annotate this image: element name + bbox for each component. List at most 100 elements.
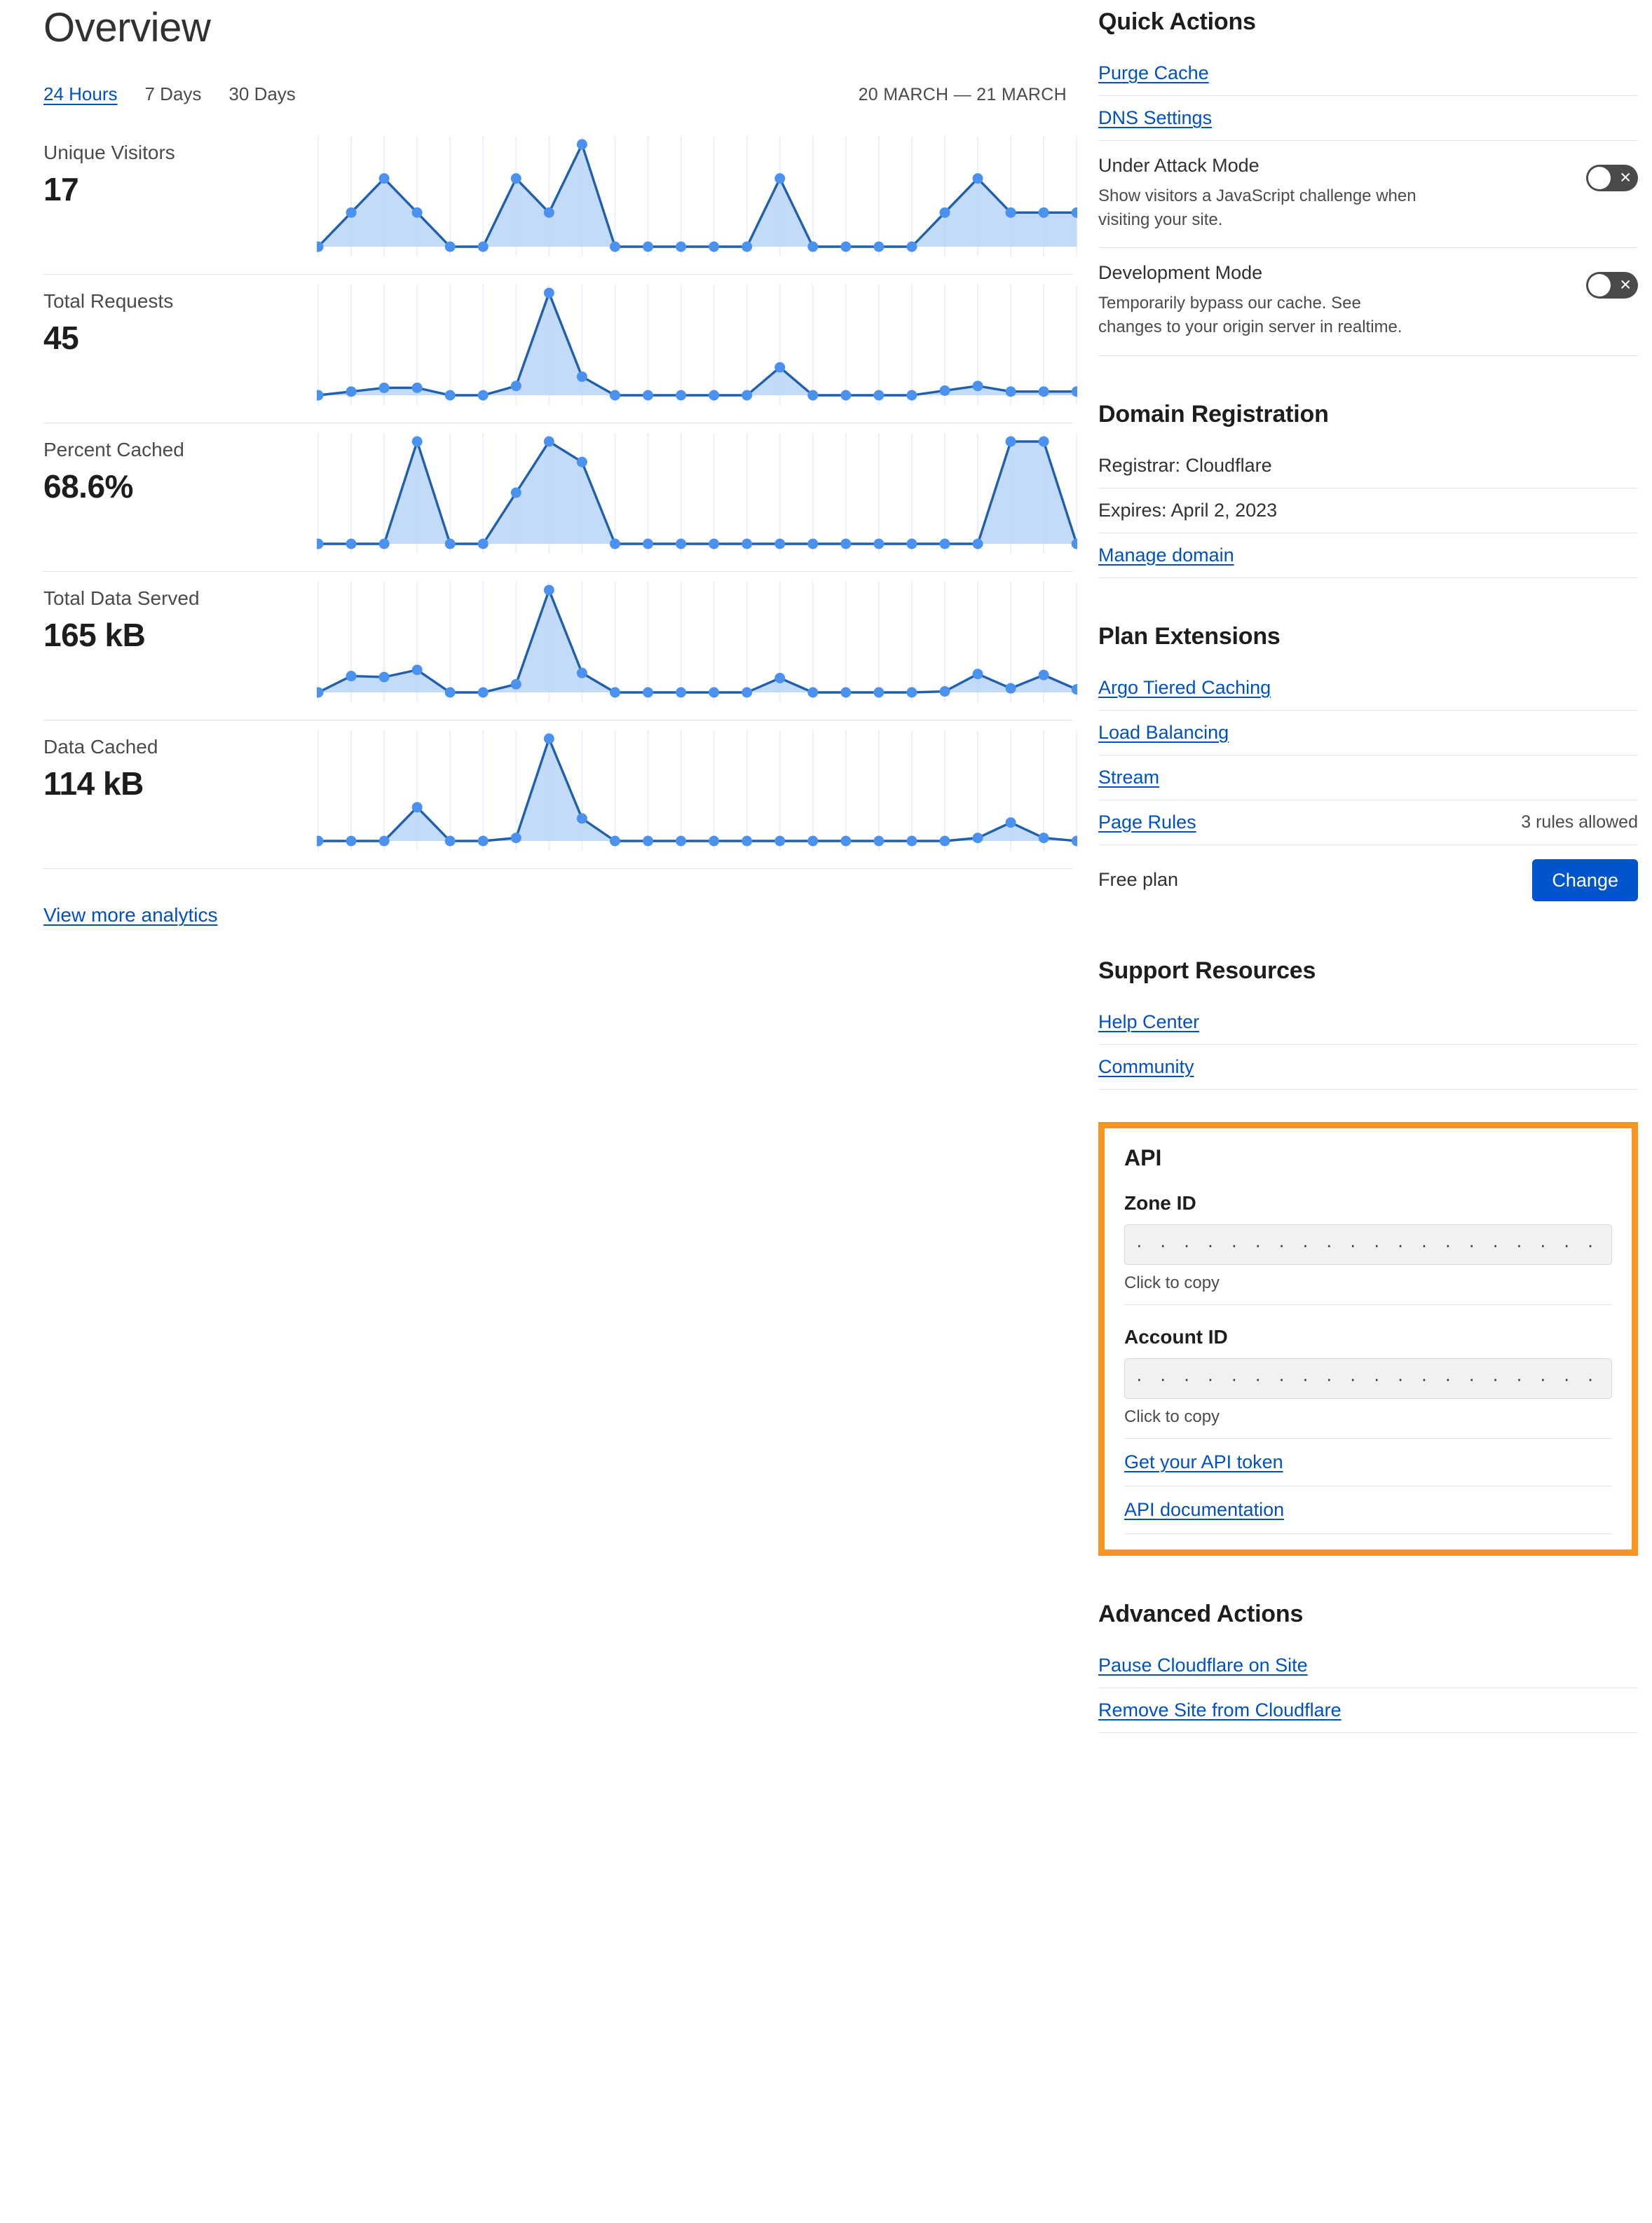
metric-label: Total Requests — [43, 290, 174, 313]
zone-id-label: Zone ID — [1124, 1191, 1196, 1214]
zone-id-value: · · · · · · · · · · · · · · · · · · · · … — [1136, 1233, 1612, 1255]
metric-row-percent-cached: Percent Cached 68.6% — [43, 423, 1077, 573]
under-attack-description: Show visitors a JavaScript challenge whe… — [1098, 186, 1417, 230]
load-balancing-link[interactable]: Load Balancing — [1098, 721, 1229, 743]
overview-page: Overview 24 Hours 7 Days 30 Days 20 MARC… — [0, 0, 1638, 1733]
row-load-balancing[interactable]: Load Balancing — [1098, 711, 1638, 755]
stream-link[interactable]: Stream — [1098, 766, 1160, 788]
view-more-analytics-link[interactable]: View more analytics — [43, 904, 218, 926]
row-get-api-token[interactable]: Get your API token — [1124, 1439, 1612, 1486]
community-link[interactable]: Community — [1098, 1055, 1194, 1077]
row-help-center[interactable]: Help Center — [1098, 1000, 1638, 1045]
development-mode-toggle[interactable]: ✕ — [1586, 272, 1638, 299]
account-id-value: · · · · · · · · · · · · · · · · · · · · … — [1136, 1367, 1612, 1389]
section-advanced-actions: Advanced Actions Pause Cloudflare on Sit… — [1098, 1601, 1638, 1733]
sidebar-column: Quick Actions Purge Cache DNS Settings U… — [1098, 0, 1638, 1733]
remove-site-link[interactable]: Remove Site from Cloudflare — [1098, 1699, 1342, 1721]
metric-value: 165 kB — [43, 617, 146, 654]
support-resources-rows: Help Center Community — [1098, 1000, 1638, 1090]
tab-30-days[interactable]: 30 Days — [228, 83, 296, 104]
row-api-documentation[interactable]: API documentation — [1124, 1486, 1612, 1534]
section-plan-extensions: Plan Extensions Argo Tiered Caching Load… — [1098, 623, 1638, 912]
api-documentation-link[interactable]: API documentation — [1124, 1498, 1285, 1520]
metric-row-data-cached: Data Cached 114 kB — [43, 720, 1077, 870]
row-under-attack-mode: Under Attack Mode Show visitors a JavaSc… — [1098, 141, 1638, 249]
account-id-label: Account ID — [1124, 1325, 1228, 1348]
advanced-actions-title: Advanced Actions — [1098, 1600, 1304, 1627]
development-mode-title: Development Mode — [1098, 262, 1263, 284]
metric-row-unique-visitors: Unique Visitors 17 — [43, 126, 1077, 275]
manage-domain-link[interactable]: Manage domain — [1098, 544, 1234, 566]
metric-label: Unique Visitors — [43, 142, 175, 164]
row-development-mode: Development Mode Temporarily bypass our … — [1098, 248, 1638, 356]
date-range-label: 20 MARCH — 21 MARCH — [858, 84, 1067, 104]
development-mode-description: Temporarily bypass our cache. See change… — [1098, 294, 1402, 337]
metric-row-total-requests: Total Requests 45 — [43, 275, 1077, 424]
support-resources-title: Support Resources — [1098, 957, 1316, 984]
timerange-tabs: 24 Hours 7 Days 30 Days — [43, 83, 296, 105]
tab-24-hours[interactable]: 24 Hours — [43, 83, 118, 104]
metric-info: Unique Visitors 17 — [43, 126, 317, 208]
zone-id-copy-hint: Click to copy — [1124, 1273, 1612, 1305]
row-purge-cache[interactable]: Purge Cache — [1098, 51, 1638, 96]
sparkline-data-cached — [317, 720, 1077, 869]
domain-registration-rows: Registrar: Cloudflare Expires: April 2, … — [1098, 444, 1638, 578]
api-title: API — [1124, 1144, 1162, 1170]
metric-info: Data Cached 114 kB — [43, 720, 317, 802]
zone-id-field[interactable]: · · · · · · · · · · · · · · · · · · · · … — [1124, 1224, 1612, 1265]
row-community[interactable]: Community — [1098, 1045, 1638, 1090]
expires-text: Expires: April 2, 2023 — [1098, 499, 1278, 521]
row-argo-tiered-caching[interactable]: Argo Tiered Caching — [1098, 666, 1638, 711]
row-pause-cloudflare[interactable]: Pause Cloudflare on Site — [1098, 1643, 1638, 1688]
help-center-link[interactable]: Help Center — [1098, 1011, 1200, 1032]
page-rules-link[interactable]: Page Rules — [1098, 811, 1196, 833]
close-icon: ✕ — [1619, 277, 1632, 294]
under-attack-texts: Under Attack Mode Show visitors a JavaSc… — [1098, 153, 1572, 232]
view-more-wrap: View more analytics — [43, 869, 1072, 926]
plan-extensions-rows: Argo Tiered Caching Load Balancing Strea… — [1098, 666, 1638, 912]
metric-info: Total Requests 45 — [43, 275, 317, 357]
api-panel: API Zone ID · · · · · · · · · · · · · · … — [1098, 1121, 1638, 1556]
account-id-field[interactable]: · · · · · · · · · · · · · · · · · · · · … — [1124, 1357, 1612, 1399]
get-api-token-link[interactable]: Get your API token — [1124, 1451, 1283, 1472]
row-manage-domain[interactable]: Manage domain — [1098, 533, 1638, 578]
metric-value: 45 — [43, 320, 79, 357]
domain-registration-title: Domain Registration — [1098, 400, 1329, 427]
section-quick-actions: Quick Actions Purge Cache DNS Settings U… — [1098, 8, 1638, 356]
metric-row-total-data-served: Total Data Served 165 kB — [43, 572, 1077, 721]
argo-tiered-caching-link[interactable]: Argo Tiered Caching — [1098, 676, 1271, 698]
analytics-column: Overview 24 Hours 7 Days 30 Days 20 MARC… — [0, 0, 1077, 926]
toggle-knob — [1588, 274, 1611, 297]
toggle-knob — [1588, 167, 1611, 189]
row-current-plan: Free plan Change — [1098, 845, 1638, 912]
section-support-resources: Support Resources Help Center Community — [1098, 957, 1638, 1090]
change-plan-button[interactable]: Change — [1532, 859, 1638, 901]
page-rules-allowance: 3 rules allowed — [1521, 812, 1638, 832]
metric-info: Percent Cached 68.6% — [43, 423, 317, 505]
account-id-copy-hint: Click to copy — [1124, 1407, 1612, 1439]
row-stream[interactable]: Stream — [1098, 755, 1638, 800]
row-dns-settings[interactable]: DNS Settings — [1098, 96, 1638, 141]
pause-cloudflare-link[interactable]: Pause Cloudflare on Site — [1098, 1654, 1308, 1676]
tab-7-days[interactable]: 7 Days — [144, 83, 202, 104]
metric-info: Total Data Served 165 kB — [43, 572, 317, 654]
metric-label: Total Data Served — [43, 587, 200, 610]
metric-value: 17 — [43, 171, 79, 208]
timerange-toolbar: 24 Hours 7 Days 30 Days 20 MARCH — 21 MA… — [43, 83, 1072, 105]
under-attack-mode-toggle[interactable]: ✕ — [1586, 165, 1638, 191]
sparkline-total-requests — [317, 275, 1077, 423]
sparkline-total-data-served — [317, 572, 1077, 720]
development-mode-texts: Development Mode Temporarily bypass our … — [1098, 261, 1572, 339]
row-expires: Expires: April 2, 2023 — [1098, 488, 1638, 533]
registrar-text: Registrar: Cloudflare — [1098, 454, 1272, 476]
advanced-actions-rows: Pause Cloudflare on Site Remove Site fro… — [1098, 1643, 1638, 1733]
dns-settings-link[interactable]: DNS Settings — [1098, 107, 1213, 128]
quick-actions-rows: Purge Cache DNS Settings Under Attack Mo… — [1098, 51, 1638, 356]
close-icon: ✕ — [1619, 170, 1632, 186]
page-title: Overview — [43, 5, 211, 50]
sparkline-percent-cached — [317, 423, 1077, 572]
row-page-rules[interactable]: Page Rules 3 rules allowed — [1098, 800, 1638, 845]
purge-cache-link[interactable]: Purge Cache — [1098, 62, 1209, 83]
row-remove-site[interactable]: Remove Site from Cloudflare — [1098, 1688, 1638, 1733]
quick-actions-title: Quick Actions — [1098, 8, 1256, 35]
